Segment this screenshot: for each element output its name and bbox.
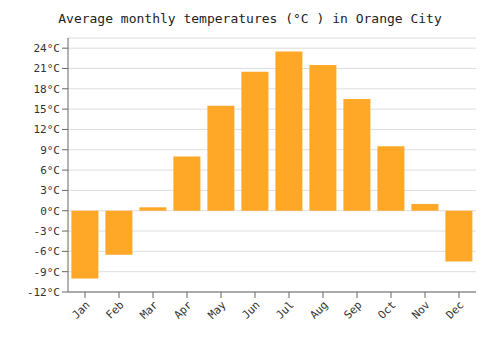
- svg-text:May: May: [205, 298, 229, 322]
- svg-text:Mar: Mar: [137, 298, 161, 322]
- svg-text:24°C: 24°C: [34, 42, 61, 55]
- svg-text:12°C: 12°C: [34, 123, 61, 136]
- svg-text:Oct: Oct: [375, 298, 398, 321]
- svg-text:Sep: Sep: [341, 298, 364, 321]
- svg-text:Feb: Feb: [103, 298, 126, 321]
- svg-text:3°C: 3°C: [40, 184, 60, 197]
- svg-text:0°C: 0°C: [40, 205, 60, 218]
- svg-text:21°C: 21°C: [34, 62, 61, 75]
- svg-text:Aug: Aug: [307, 298, 330, 321]
- svg-text:-9°C: -9°C: [34, 266, 61, 279]
- svg-text:Dec: Dec: [443, 298, 466, 321]
- svg-text:-3°C: -3°C: [34, 225, 61, 238]
- svg-text:-12°C: -12°C: [27, 286, 60, 299]
- html-text:Average monthly temperatures (: Average monthly temperatures (°C ) in Or…: [58, 11, 442, 26]
- svg-text:6°C: 6°C: [40, 164, 60, 177]
- svg-text:Nov: Nov: [409, 298, 433, 322]
- svg-text:9°C: 9°C: [40, 144, 60, 157]
- svg-text:-6°C: -6°C: [34, 245, 61, 258]
- svg-text:18°C: 18°C: [34, 83, 61, 96]
- svg-text:Jul: Jul: [273, 298, 296, 321]
- svg-text:Apr: Apr: [171, 298, 195, 322]
- svg-text:15°C: 15°C: [34, 103, 61, 116]
- svg-text:Jun: Jun: [239, 298, 262, 321]
- svg-text:Jan: Jan: [69, 298, 92, 321]
